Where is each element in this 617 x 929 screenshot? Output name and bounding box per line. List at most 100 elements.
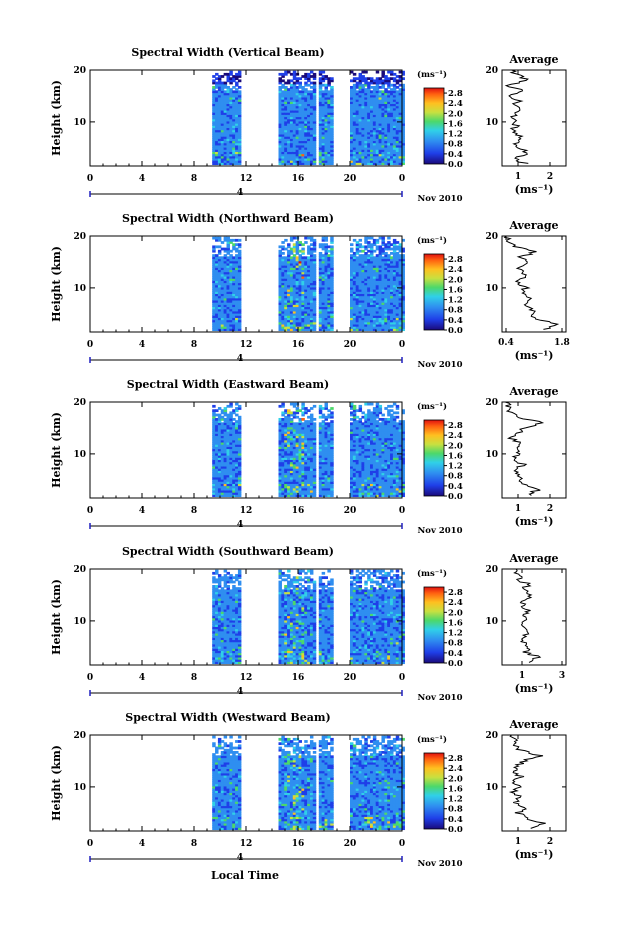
heatmap-cell bbox=[235, 114, 239, 118]
heatmap-cell bbox=[217, 140, 222, 144]
heatmap-cell bbox=[281, 138, 285, 142]
heatmap-cell bbox=[372, 109, 377, 113]
heatmap-cell bbox=[284, 118, 288, 122]
heatmap-cell bbox=[232, 422, 236, 426]
heatmap-cell bbox=[298, 125, 302, 128]
heatmap-cell bbox=[287, 306, 291, 310]
heatmap-cell bbox=[232, 142, 236, 146]
heatmap-cell bbox=[215, 284, 219, 288]
date-label: 4 bbox=[237, 354, 243, 364]
heatmap-cell bbox=[390, 297, 394, 301]
heatmap-cell bbox=[350, 123, 354, 126]
heatmap-cell bbox=[309, 258, 314, 262]
heatmap-cell bbox=[318, 129, 323, 133]
heatmap-cell bbox=[330, 317, 334, 321]
heatmap-cell bbox=[292, 267, 297, 271]
heatmap-cell bbox=[361, 99, 365, 102]
heatmap-cell bbox=[330, 291, 334, 294]
heatmap-cell bbox=[367, 144, 371, 148]
heatmap-cell bbox=[278, 153, 282, 157]
heatmap-cell bbox=[375, 299, 380, 303]
heatmap-cell bbox=[398, 293, 403, 297]
heatmap-cell bbox=[395, 162, 400, 166]
heatmap-cell bbox=[301, 103, 305, 107]
heatmap-cell bbox=[395, 103, 400, 107]
heatmap-cell bbox=[295, 317, 300, 321]
heatmap-cell bbox=[384, 160, 388, 163]
heatmap-cell bbox=[367, 260, 371, 264]
heatmap-cell bbox=[212, 88, 216, 91]
heatmap-cell bbox=[361, 144, 365, 148]
heatmap-cell bbox=[352, 96, 357, 100]
heatmap-cell bbox=[330, 468, 334, 471]
heatmap-cell bbox=[387, 295, 391, 299]
heatmap-cell bbox=[378, 236, 383, 240]
heatmap-cell bbox=[289, 72, 294, 76]
heatmap-cell bbox=[278, 420, 282, 423]
heatmap-cell bbox=[378, 118, 383, 122]
heatmap-cell bbox=[237, 433, 242, 437]
heatmap-cell bbox=[301, 435, 305, 439]
heatmap-cell bbox=[361, 289, 365, 292]
heatmap-cell bbox=[235, 452, 239, 456]
heatmap-cell bbox=[370, 262, 374, 266]
heatmap-cell bbox=[350, 417, 354, 421]
heatmap-cell bbox=[312, 88, 317, 91]
heatmap-cell bbox=[307, 160, 311, 163]
heatmap-cell bbox=[324, 265, 328, 268]
heatmap-cell bbox=[229, 114, 233, 118]
heatmap-cell bbox=[330, 437, 334, 441]
heatmap-cell bbox=[378, 315, 383, 318]
heatmap-cell bbox=[370, 254, 374, 257]
heatmap-cell bbox=[298, 420, 302, 423]
heatmap-cell bbox=[370, 85, 374, 89]
heatmap-cell bbox=[287, 476, 291, 480]
heatmap-cell bbox=[295, 245, 300, 249]
heatmap-cell bbox=[330, 474, 334, 478]
heatmap-cell bbox=[307, 142, 311, 146]
heatmap-cell bbox=[330, 457, 334, 460]
heatmap-cell bbox=[324, 474, 328, 478]
heatmap-cell bbox=[375, 160, 380, 163]
heatmap-cell bbox=[381, 127, 385, 131]
heatmap-cell bbox=[392, 249, 397, 253]
heatmap-cell bbox=[292, 457, 297, 460]
heatmap-cell bbox=[217, 479, 222, 482]
heatmap-cell bbox=[361, 131, 365, 135]
heatmap-cell bbox=[226, 90, 230, 94]
heatmap-cell bbox=[220, 144, 225, 148]
heatmap-cell bbox=[278, 127, 282, 131]
heatmap-cell bbox=[401, 299, 405, 303]
heatmap-cell bbox=[384, 315, 388, 318]
heatmap-cell bbox=[289, 238, 294, 242]
heatmap-cell bbox=[284, 155, 288, 159]
heatmap-cell bbox=[330, 262, 334, 266]
heatmap-cell bbox=[217, 299, 222, 303]
heatmap-cell bbox=[289, 426, 294, 430]
heatmap-cell bbox=[287, 149, 291, 152]
heatmap-cell bbox=[295, 472, 300, 476]
heatmap-cell bbox=[398, 109, 403, 113]
heatmap-cell bbox=[401, 260, 405, 264]
heatmap-cell bbox=[324, 256, 328, 260]
heatmap-cell bbox=[330, 245, 334, 249]
heatmap-cell bbox=[350, 254, 354, 257]
heatmap-cell bbox=[298, 470, 302, 474]
heatmap-cell bbox=[284, 112, 288, 115]
heatmap-cell bbox=[378, 291, 383, 294]
heatmap-cell bbox=[217, 94, 222, 98]
heatmap-cell bbox=[223, 494, 228, 498]
heatmap-cell bbox=[223, 433, 228, 437]
heatmap-cell bbox=[212, 435, 216, 439]
heatmap-cell bbox=[304, 144, 308, 148]
heatmap-cell bbox=[358, 289, 363, 292]
heatmap-cell bbox=[307, 136, 311, 139]
heatmap-cell bbox=[387, 79, 391, 83]
date-label: 4 bbox=[237, 188, 243, 198]
heatmap-cell bbox=[223, 291, 228, 294]
heatmap-cell bbox=[384, 286, 388, 290]
heatmap-cell bbox=[220, 321, 225, 325]
heatmap-cell bbox=[321, 426, 326, 430]
heatmap-cell bbox=[309, 92, 314, 96]
heatmap-cell bbox=[370, 162, 374, 166]
